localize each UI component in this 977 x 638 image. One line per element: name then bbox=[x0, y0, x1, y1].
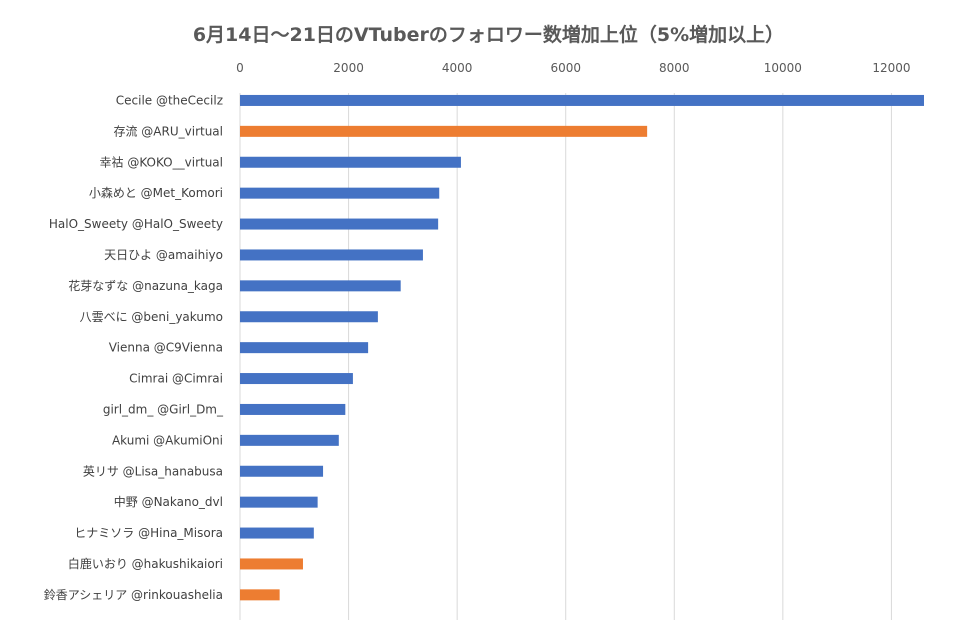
chart-title: 6月14日〜21日のVTuberのフォロワー数増加上位（5%増加以上） bbox=[192, 24, 785, 46]
bar bbox=[240, 589, 280, 601]
category-label: ヒナミソラ @Hina_Misora bbox=[74, 526, 223, 540]
x-tick-label: 8000 bbox=[659, 61, 690, 75]
category-label: Cimrai @Cimrai bbox=[129, 372, 223, 386]
bar bbox=[240, 125, 648, 137]
bar bbox=[240, 218, 439, 230]
x-tick-label: 12000 bbox=[872, 61, 910, 75]
category-label: Cecile @theCecilz bbox=[116, 93, 223, 107]
x-tick-label: 4000 bbox=[442, 61, 473, 75]
gridlines bbox=[239, 93, 892, 620]
bar bbox=[240, 156, 461, 168]
x-tick-label: 2000 bbox=[333, 61, 364, 75]
bar bbox=[240, 496, 318, 508]
bar bbox=[240, 94, 924, 106]
category-label: 天日ひよ @amaihiyo bbox=[104, 248, 223, 262]
bar bbox=[240, 527, 314, 539]
bar bbox=[240, 249, 423, 261]
x-tick-label: 6000 bbox=[550, 61, 581, 75]
category-label: 存流 @ARU_virtual bbox=[113, 124, 223, 138]
x-tick-label: 10000 bbox=[764, 61, 802, 75]
category-label: 花芽なずな @nazuna_kaga bbox=[68, 278, 223, 293]
category-label: 鈴香アシェリア @rinkouashelia bbox=[44, 587, 223, 602]
category-label: 白鹿いおり @hakushikaiori bbox=[68, 556, 223, 571]
category-label: Vienna @C9Vienna bbox=[109, 341, 223, 355]
bar bbox=[240, 465, 324, 477]
bar bbox=[240, 342, 369, 354]
bar bbox=[240, 280, 401, 292]
bar bbox=[240, 434, 339, 446]
bar bbox=[240, 373, 353, 385]
category-label: 英リサ @Lisa_hanabusa bbox=[83, 464, 223, 478]
x-tick-label: 0 bbox=[236, 61, 244, 75]
category-label: Akumi @AkumiOni bbox=[112, 433, 223, 447]
bar bbox=[240, 311, 378, 323]
bar bbox=[240, 403, 346, 415]
category-labels: Cecile @theCecilz 存流 @ARU_virtual 幸祜 @KOKO… bbox=[44, 93, 224, 601]
category-label: 小森めと @Met_Komori bbox=[89, 185, 223, 200]
category-label: 幸祜 @KOKO__virtual bbox=[100, 155, 224, 169]
bar bbox=[240, 558, 303, 570]
category-label: HalO_Sweety @HalO_Sweety bbox=[49, 217, 223, 231]
category-label: 中野 @Nakano_dvl bbox=[114, 494, 223, 509]
bars bbox=[240, 94, 924, 601]
bar bbox=[240, 187, 440, 199]
category-label: girl_dm_ @Girl_Dm_ bbox=[103, 402, 224, 416]
category-label: 八雲べに @beni_yakumo bbox=[80, 310, 223, 324]
x-axis-tick-labels: 0 2000 4000 6000 8000 10000 12000 bbox=[236, 61, 910, 75]
